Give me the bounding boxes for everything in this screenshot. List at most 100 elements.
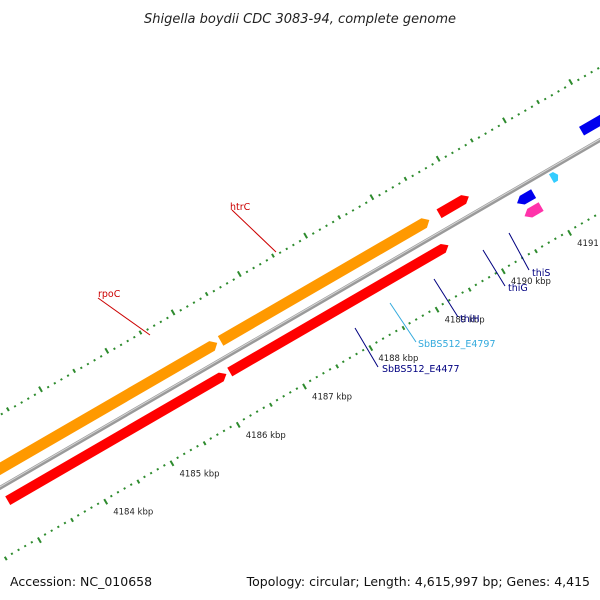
- inner-tick: [560, 233, 564, 237]
- inner-tick: [494, 271, 498, 275]
- inner-tick: [116, 490, 120, 494]
- inner-tick: [149, 471, 153, 475]
- outer-tick: [271, 253, 275, 258]
- gene-arrow: [436, 195, 469, 219]
- outer-tick: [104, 347, 110, 354]
- inner-tick: [335, 364, 340, 369]
- outer-tick: [285, 247, 289, 251]
- inner-tick: [182, 452, 186, 456]
- inner-tick: [428, 310, 431, 314]
- inner-tick: [96, 502, 100, 506]
- outer-tick: [199, 297, 202, 301]
- inner-tick: [123, 487, 126, 490]
- inner-tick: [328, 368, 332, 371]
- outer-tick: [417, 170, 421, 174]
- inner-tick: [189, 448, 193, 452]
- outer-tick: [170, 309, 176, 316]
- outer-tick: [457, 147, 461, 151]
- outer-tick: [411, 174, 415, 178]
- outer-tick: [358, 205, 362, 208]
- outer-tick: [119, 343, 123, 347]
- inner-tick: [103, 498, 109, 505]
- outer-tick: [38, 386, 43, 393]
- inner-tick: [43, 533, 47, 536]
- inner-tick: [282, 394, 286, 398]
- outer-tick: [265, 259, 269, 262]
- inner-tick: [255, 410, 259, 413]
- outer-tick: [502, 117, 507, 124]
- scale-label: 4190 kbp: [511, 277, 551, 287]
- inner-tick: [162, 464, 166, 467]
- outer-tick: [166, 316, 169, 320]
- inner-tick: [587, 218, 590, 221]
- inner-tick: [156, 467, 160, 471]
- outer-tick: [204, 291, 209, 297]
- outer-tick: [212, 289, 216, 293]
- inner-tick: [202, 440, 207, 446]
- outer-tick: [484, 132, 487, 135]
- callout-leader: [389, 302, 417, 343]
- outer-tick: [530, 105, 534, 109]
- inner-tick: [527, 252, 531, 256]
- gene-label: thiG: [508, 283, 528, 294]
- inner-tick: [288, 391, 292, 394]
- outer-tick: [444, 155, 448, 159]
- outer-tick: [26, 397, 30, 401]
- outer-tick: [99, 355, 103, 358]
- scale-label: 4189 kbp: [445, 316, 485, 326]
- inner-tick: [553, 237, 557, 241]
- callout-leader: [354, 327, 379, 368]
- callout-leader: [97, 297, 151, 336]
- outer-tick: [378, 193, 381, 197]
- inner-tick: [441, 302, 445, 306]
- genome-backbone: [0, 137, 600, 491]
- outer-tick: [563, 86, 567, 89]
- scale-label: 4184 kbp: [113, 508, 153, 518]
- outer-tick: [345, 212, 348, 216]
- inner-tick: [421, 314, 425, 317]
- ruler-ticks: [0, 66, 600, 562]
- map-title: Shigella boydii CDC 3083-94, complete ge…: [144, 12, 456, 27]
- gene-callouts: rpoC htrC SbBS512_E4477 SbBS512_E4797 thiH th…: [97, 202, 550, 375]
- outer-tick: [477, 136, 481, 139]
- outer-tick: [179, 308, 183, 312]
- gene-label: SbBS512_E4477: [382, 364, 460, 375]
- outer-tick: [132, 335, 136, 339]
- gene-arrow: [5, 372, 227, 506]
- inner-tick: [76, 513, 80, 517]
- accession-text: Accession: NC_010658: [10, 574, 152, 589]
- outer-tick: [192, 301, 196, 304]
- inner-tick: [23, 544, 27, 548]
- outer-tick: [451, 151, 454, 155]
- inner-tick: [3, 556, 8, 561]
- inner-tick: [209, 437, 213, 440]
- inner-tick: [143, 475, 146, 479]
- gene-arrow: [227, 243, 449, 377]
- outer-tick: [53, 381, 57, 385]
- outer-tick: [369, 194, 375, 201]
- inner-tick: [461, 291, 464, 294]
- gene-label: SbBS512_E4797: [418, 339, 496, 350]
- scale-label: 4188 kbp: [378, 354, 418, 364]
- outer-tick: [364, 201, 368, 205]
- outer-tick: [568, 78, 574, 86]
- outer-tick: [435, 155, 441, 162]
- outer-tick: [93, 358, 96, 362]
- gene-features: [0, 114, 600, 506]
- inner-tick: [169, 460, 175, 467]
- outer-tick: [60, 378, 63, 381]
- outer-tick: [86, 362, 90, 366]
- outer-tick: [325, 224, 328, 228]
- inner-tick: [235, 421, 241, 428]
- inner-tick: [547, 241, 551, 245]
- inner-tick: [249, 414, 252, 417]
- gene-label: thiS: [532, 268, 550, 279]
- inner-tick: [262, 406, 266, 410]
- inner-tick: [129, 483, 133, 486]
- inner-tick: [322, 371, 325, 375]
- outer-tick: [510, 116, 514, 120]
- outer-tick: [424, 166, 428, 170]
- outer-tick: [159, 320, 163, 324]
- inner-tick: [176, 456, 179, 460]
- outer-tick: [337, 215, 342, 220]
